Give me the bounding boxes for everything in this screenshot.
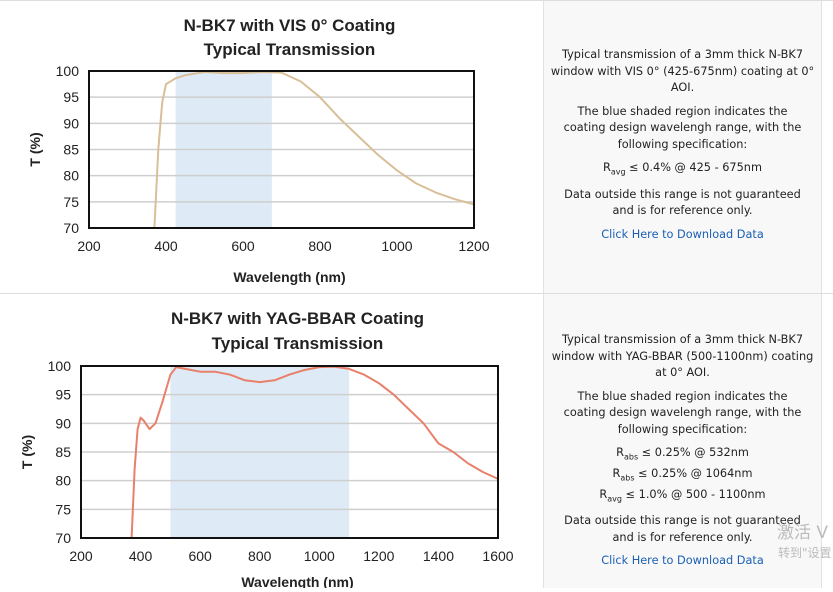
download-data-link[interactable]: Click Here to Download Data <box>601 227 764 241</box>
description-text: The blue shaded region indicates the coa… <box>563 389 802 436</box>
x-axis-label: Wavelength (nm) <box>233 269 345 285</box>
panel-vis: N-BK7 with VIS 0° Coating Typical Transmi… <box>0 0 833 293</box>
chart-subtitle: Typical Transmission <box>212 334 384 353</box>
x-tick-label: 1200 <box>363 548 394 564</box>
transmission-line <box>130 365 499 539</box>
plot-frame <box>88 70 475 229</box>
chart-vis: N-BK7 with VIS 0° Coating Typical Transmi… <box>27 16 490 285</box>
x-tick-label: 600 <box>188 548 212 564</box>
chart-subtitle: Typical Transmission <box>204 40 376 59</box>
disclaimer: Data outside this range is not guarantee… <box>564 187 801 218</box>
x-tick-label: 1600 <box>482 548 513 564</box>
x-axis-label: Wavelength (nm) <box>241 574 353 588</box>
spec-item: Ravg ≤ 0.4% @ 425 - 675nm <box>603 161 762 177</box>
y-axis-label: T (%) <box>19 435 35 469</box>
disclaimer: Data outside this range is not guarantee… <box>564 514 801 544</box>
y-tick-label: 75 <box>55 501 71 517</box>
x-tick-label: 600 <box>231 238 255 254</box>
description-text: Typical transmission of a 3mm thick N-BK… <box>551 333 814 379</box>
description-text: Typical transmission of a 3mm thick N-BK… <box>550 48 815 94</box>
y-tick-label: 80 <box>55 473 71 489</box>
description-text: The blue shaded region indicates the coa… <box>563 104 802 151</box>
download-data-link[interactable]: Click Here to Download Data <box>601 554 764 568</box>
y-tick-label: 80 <box>63 168 79 184</box>
activation-watermark: 激活 V <box>777 523 829 543</box>
plot-frame <box>80 365 499 539</box>
panel-yag-bbar: N-BK7 with YAG-BBAR Coating Typical Trans… <box>0 293 833 590</box>
spec-item: Ravg ≤ 1.0% @ 500 - 1100nm <box>599 487 766 503</box>
activation-watermark: 转到"设置 <box>778 546 832 560</box>
x-tick-label: 1200 <box>458 238 489 254</box>
x-tick-label: 400 <box>154 238 178 254</box>
x-tick-label: 200 <box>69 548 93 564</box>
x-tick-label: 800 <box>248 548 272 564</box>
y-axis-label: T (%) <box>27 132 43 166</box>
y-tick-label: 70 <box>55 530 71 546</box>
spec-item: Rabs ≤ 0.25% @ 532nm <box>616 446 749 462</box>
x-tick-label: 400 <box>129 548 153 564</box>
description-yag-bbar: Typical transmission of a 3mm thick N-BK… <box>543 294 822 588</box>
y-tick-label: 100 <box>48 358 72 374</box>
y-tick-label: 85 <box>55 444 71 460</box>
x-tick-label: 1000 <box>304 548 335 564</box>
x-tick-label: 200 <box>77 238 101 254</box>
x-tick-label: 1400 <box>423 548 454 564</box>
y-tick-label: 95 <box>55 387 71 403</box>
chart-title: N-BK7 with VIS 0° Coating <box>184 16 396 35</box>
y-tick-label: 95 <box>63 89 79 105</box>
x-tick-label: 1000 <box>381 238 412 254</box>
y-tick-label: 85 <box>63 142 79 158</box>
transmission-line <box>153 71 475 229</box>
x-tick-label: 800 <box>308 238 332 254</box>
description-vis: Typical transmission of a 3mm thick N-BK… <box>543 1 822 293</box>
chart-yag-bbar: N-BK7 with YAG-BBAR Coating Typical Trans… <box>19 309 514 590</box>
y-tick-label: 100 <box>56 63 80 79</box>
y-tick-label: 70 <box>63 220 79 236</box>
spec-list: Ravg ≤ 0.4% @ 425 - 675nm <box>544 160 821 181</box>
chart-title: N-BK7 with YAG-BBAR Coating <box>171 309 424 328</box>
y-tick-label: 75 <box>63 194 79 210</box>
spec-list: Rabs ≤ 0.25% @ 532nm Rabs ≤ 0.25% @ 1064n… <box>544 445 821 507</box>
spec-item: Rabs ≤ 0.25% @ 1064nm <box>612 466 753 482</box>
y-tick-label: 90 <box>63 115 79 131</box>
y-tick-label: 90 <box>55 415 71 431</box>
